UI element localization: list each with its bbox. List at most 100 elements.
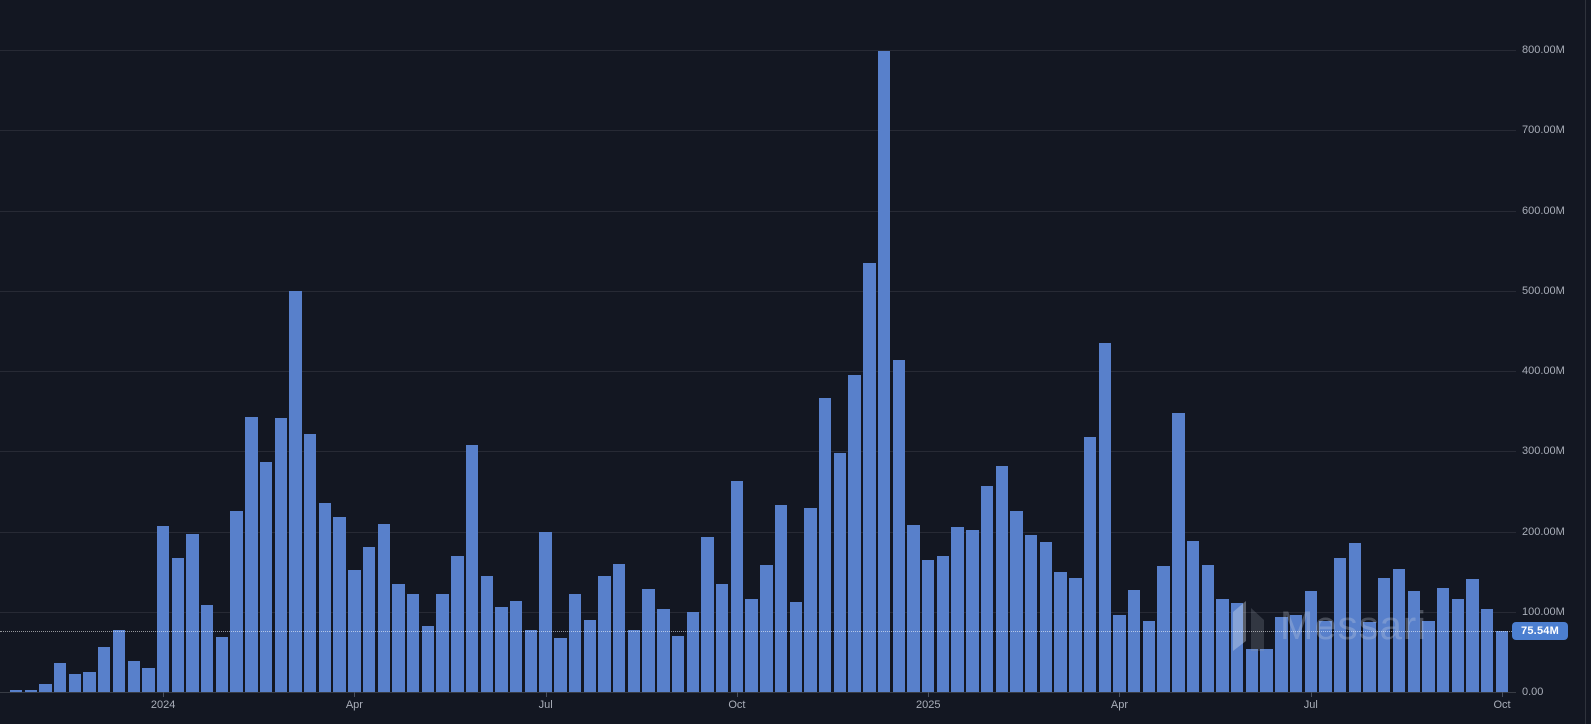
bar[interactable]	[980, 485, 994, 692]
bar[interactable]	[1157, 566, 1170, 692]
bar[interactable]	[1024, 534, 1038, 692]
bar[interactable]	[83, 671, 96, 692]
bar[interactable]	[1069, 578, 1082, 692]
bar[interactable]	[1451, 598, 1465, 692]
bar[interactable]	[171, 557, 185, 692]
bar[interactable]	[627, 630, 641, 692]
bar[interactable]	[833, 452, 847, 692]
bar[interactable]	[215, 637, 229, 692]
bar[interactable]	[804, 508, 817, 692]
bar[interactable]	[524, 630, 538, 692]
bar[interactable]	[1260, 649, 1273, 692]
bar[interactable]	[24, 690, 37, 692]
bar[interactable]	[1142, 620, 1156, 692]
bar[interactable]	[495, 606, 508, 692]
bar[interactable]	[1172, 412, 1185, 692]
bar[interactable]	[1039, 541, 1053, 692]
bar[interactable]	[1466, 578, 1479, 692]
bar[interactable]	[892, 359, 905, 692]
bar[interactable]	[377, 524, 391, 692]
bar[interactable]	[1363, 622, 1376, 692]
bar[interactable]	[156, 525, 170, 692]
bar[interactable]	[819, 398, 832, 692]
bar[interactable]	[421, 626, 435, 692]
bar[interactable]	[1083, 436, 1097, 692]
bar[interactable]	[863, 263, 876, 692]
bar[interactable]	[907, 525, 920, 692]
bar[interactable]	[1127, 590, 1141, 692]
bar[interactable]	[39, 683, 52, 692]
bar[interactable]	[1348, 542, 1362, 692]
bar[interactable]	[642, 589, 655, 692]
bar[interactable]	[392, 583, 405, 692]
bar[interactable]	[510, 600, 523, 692]
bar[interactable]	[333, 517, 346, 692]
bar[interactable]	[1098, 342, 1111, 692]
bar[interactable]	[686, 611, 699, 692]
bar[interactable]	[348, 570, 361, 692]
bar[interactable]	[995, 466, 1008, 692]
bar[interactable]	[127, 660, 140, 692]
bar[interactable]	[760, 565, 773, 692]
bar[interactable]	[1186, 541, 1200, 692]
bar[interactable]	[613, 564, 626, 692]
bar[interactable]	[1319, 621, 1332, 692]
bar[interactable]	[1481, 609, 1494, 692]
bar[interactable]	[1495, 631, 1509, 692]
bar[interactable]	[407, 594, 420, 692]
bar[interactable]	[1201, 565, 1214, 692]
bar[interactable]	[230, 510, 243, 692]
bar[interactable]	[304, 433, 317, 692]
bar[interactable]	[1289, 614, 1303, 692]
bar[interactable]	[951, 527, 964, 692]
bar[interactable]	[966, 529, 979, 692]
bar[interactable]	[98, 647, 111, 692]
bar[interactable]	[583, 619, 596, 692]
bar[interactable]	[539, 532, 552, 692]
bar[interactable]	[112, 630, 126, 692]
bar[interactable]	[598, 575, 611, 692]
bar[interactable]	[1245, 649, 1259, 692]
bar[interactable]	[480, 575, 493, 692]
bar[interactable]	[1422, 620, 1435, 692]
bar[interactable]	[1392, 569, 1406, 692]
bar[interactable]	[436, 594, 449, 692]
bar[interactable]	[1113, 614, 1126, 692]
bar[interactable]	[848, 375, 861, 692]
bar[interactable]	[1333, 557, 1347, 692]
bar[interactable]	[877, 50, 891, 692]
bar[interactable]	[274, 418, 288, 692]
bar[interactable]	[259, 462, 273, 692]
bar[interactable]	[1275, 616, 1288, 692]
bar[interactable]	[289, 290, 302, 692]
bar[interactable]	[362, 546, 376, 692]
bar[interactable]	[1436, 588, 1450, 692]
bar[interactable]	[671, 635, 685, 692]
bar[interactable]	[9, 690, 23, 692]
bar[interactable]	[922, 559, 935, 692]
bar[interactable]	[1010, 511, 1023, 692]
bar[interactable]	[568, 594, 582, 692]
bar[interactable]	[554, 638, 567, 692]
bar[interactable]	[1378, 578, 1391, 692]
bar[interactable]	[201, 605, 214, 692]
bar[interactable]	[774, 505, 788, 692]
bar[interactable]	[68, 673, 82, 692]
bar[interactable]	[789, 602, 802, 692]
bar[interactable]	[716, 584, 729, 692]
bar[interactable]	[701, 537, 714, 692]
bar[interactable]	[451, 556, 464, 692]
bar[interactable]	[1216, 598, 1229, 692]
bar[interactable]	[245, 416, 258, 692]
bar[interactable]	[730, 480, 744, 692]
bar[interactable]	[657, 608, 670, 692]
bar[interactable]	[186, 533, 199, 692]
bar[interactable]	[1304, 590, 1317, 692]
bar[interactable]	[1407, 590, 1420, 692]
bar[interactable]	[1230, 602, 1244, 692]
bar[interactable]	[142, 667, 155, 692]
bar[interactable]	[318, 502, 332, 692]
bar[interactable]	[936, 555, 950, 692]
bar[interactable]	[53, 663, 67, 692]
